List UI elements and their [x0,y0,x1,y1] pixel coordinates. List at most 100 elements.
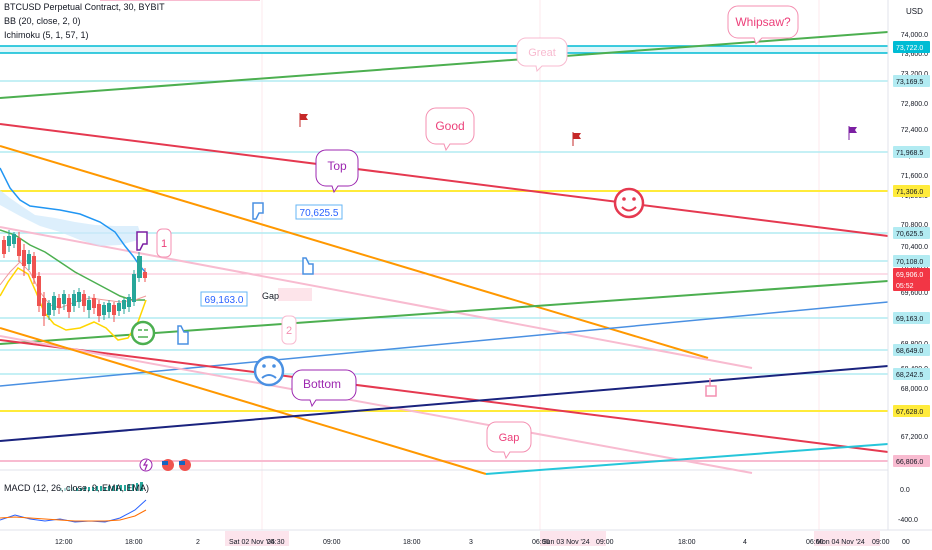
us-flag-icon[interactable] [162,459,174,471]
price-badge-text: 68,242.5 [896,372,923,379]
bottom-callout[interactable]: Bottom [291,369,357,408]
time-label: 18:00 [403,539,421,546]
price-axis[interactable]: USD 74,000.0 73,600.0 73,200.0 72,800.0 72,4… [887,0,932,530]
price-badge-text: 69,906.0 [896,272,923,279]
price-tick: 71,600.0 [901,173,928,180]
thumbs-up-icon[interactable] [177,325,189,345]
time-label: 00 [902,539,910,546]
whipsaw-callout[interactable]: Whipsaw? [727,5,799,45]
price-tick: 70,400.0 [901,244,928,251]
good-callout[interactable]: Good [425,107,475,152]
time-label: Sat 02 Nov '24 [229,539,275,546]
price-badge-text: 69,163.0 [896,316,923,323]
smiley-icon[interactable] [613,187,645,219]
us-flag-icon[interactable] [179,459,191,471]
annotations[interactable]: Whipsaw? Great Good Top Bottom Gap Gap [156,5,799,460]
price-badge-text: 71,306.0 [896,189,923,196]
top-callout[interactable]: Top [315,149,359,194]
great-callout[interactable]: Great [516,37,568,73]
macd-pane[interactable] [0,482,147,523]
price-badge: 66,806.0 [893,455,930,467]
time-label: 3 [469,539,473,546]
time-label: 2 [196,539,200,546]
price-badge: 70,625.5 [893,227,930,239]
thumbs-up-icon[interactable] [302,257,314,275]
signal-line [0,509,147,522]
ichimoku-indicator-label[interactable]: Ichimoku (5, 1, 57, 1) [4,30,89,40]
price-tick: 73,600.0 [901,51,928,58]
time-label: 4 [743,539,747,546]
bb-indicator-label[interactable]: BB (20, close, 2, 0) [4,16,81,26]
price-label-69163[interactable]: 69,163.0 [200,291,248,307]
price-tick: 68,000.0 [901,386,928,393]
whipsaw-label: Whipsaw? [735,15,791,29]
price-badge-text: 68,649.0 [896,348,923,355]
pointing-hand-icon[interactable] [705,378,717,397]
price-badge: 69,163.0 [893,312,930,324]
macd-axis-zero: 0.0 [900,487,910,494]
time-label: 18:00 [125,539,143,546]
label-two-box[interactable]: 2 [281,315,297,345]
time-label: 18:00 [678,539,696,546]
time-label: Mon 04 Nov '24 [816,539,865,546]
time-label: 09:00 [596,539,614,546]
smiley-icon[interactable] [253,355,285,387]
price-tick: 70,800.0 [901,222,928,229]
smiley-icon[interactable] [130,320,156,346]
time-label: 06:00 [532,539,550,546]
price-badge: 68,649.0 [893,344,930,356]
gap1-label: Gap [262,291,279,301]
macd-indicator-label[interactable]: MACD (12, 26, close, 9, EMA, EMA) [4,483,150,493]
chart-icons[interactable] [130,113,857,472]
macd-histogram [60,482,143,491]
thumbs-down-icon[interactable] [136,231,148,251]
price-badge-text: 67,628.0 [896,409,923,416]
flag-icon[interactable] [848,126,857,140]
price-badge: 73,169.5 [893,75,930,87]
price-badge-text: 70,108.0 [896,259,923,266]
flag-icon[interactable] [299,113,308,127]
label-one: 1 [161,238,167,250]
price-tick: 73,200.0 [901,71,928,78]
price-badge-text: 73,722.0 [896,45,923,52]
bottom-label: Bottom [303,377,341,391]
gap1-label-box[interactable]: Gap [262,288,312,301]
price-label-69163-text: 69,163.0 [205,295,244,306]
flag-icon[interactable] [572,132,581,146]
price-badge: 69,906.0 [893,268,930,280]
price-tick: 70,000.0 [901,264,928,271]
time-label: Sun 03 Nov '24 [542,539,590,546]
good-label: Good [435,119,464,133]
price-tick: 67,200.0 [901,434,928,441]
price-badge-text: 05:52 [896,283,914,290]
price-badge: 71,968.5 [893,146,930,158]
time-label: 09:00 [872,539,890,546]
symbol-title[interactable]: BTCUSD Perpetual Contract, 30, BYBIT [4,2,165,12]
session-grid [0,0,888,530]
price-tick: 72,400.0 [901,127,928,134]
candles[interactable] [2,230,147,326]
price-badge: 71,306.0 [893,185,930,197]
time-label: 09:00 [323,539,341,546]
label-one-box[interactable]: 1 [156,228,172,258]
price-badge-text: 66,806.0 [896,459,923,466]
gap2-callout[interactable]: Gap [486,421,532,460]
price-badge-text: 70,625.5 [896,231,923,238]
price-tick: 72,800.0 [901,101,928,108]
price-label-70625[interactable]: 70,625.5 [295,204,343,220]
time-label: 05:30 [267,539,285,546]
price-badge: 68,242.5 [893,368,930,380]
thumbs-down-icon[interactable] [252,202,264,220]
gap2-label: Gap [499,432,520,444]
time-label: 12:00 [55,539,73,546]
label-two: 2 [286,325,292,337]
currency-label: USD [906,7,923,16]
great-label: Great [528,47,556,59]
lightning-icon[interactable] [139,458,153,472]
price-tick: 74,000.0 [901,32,928,39]
price-badge: 67,628.0 [893,405,930,417]
top-label: Top [327,159,347,173]
price-label-70625-text: 70,625.5 [300,208,339,219]
